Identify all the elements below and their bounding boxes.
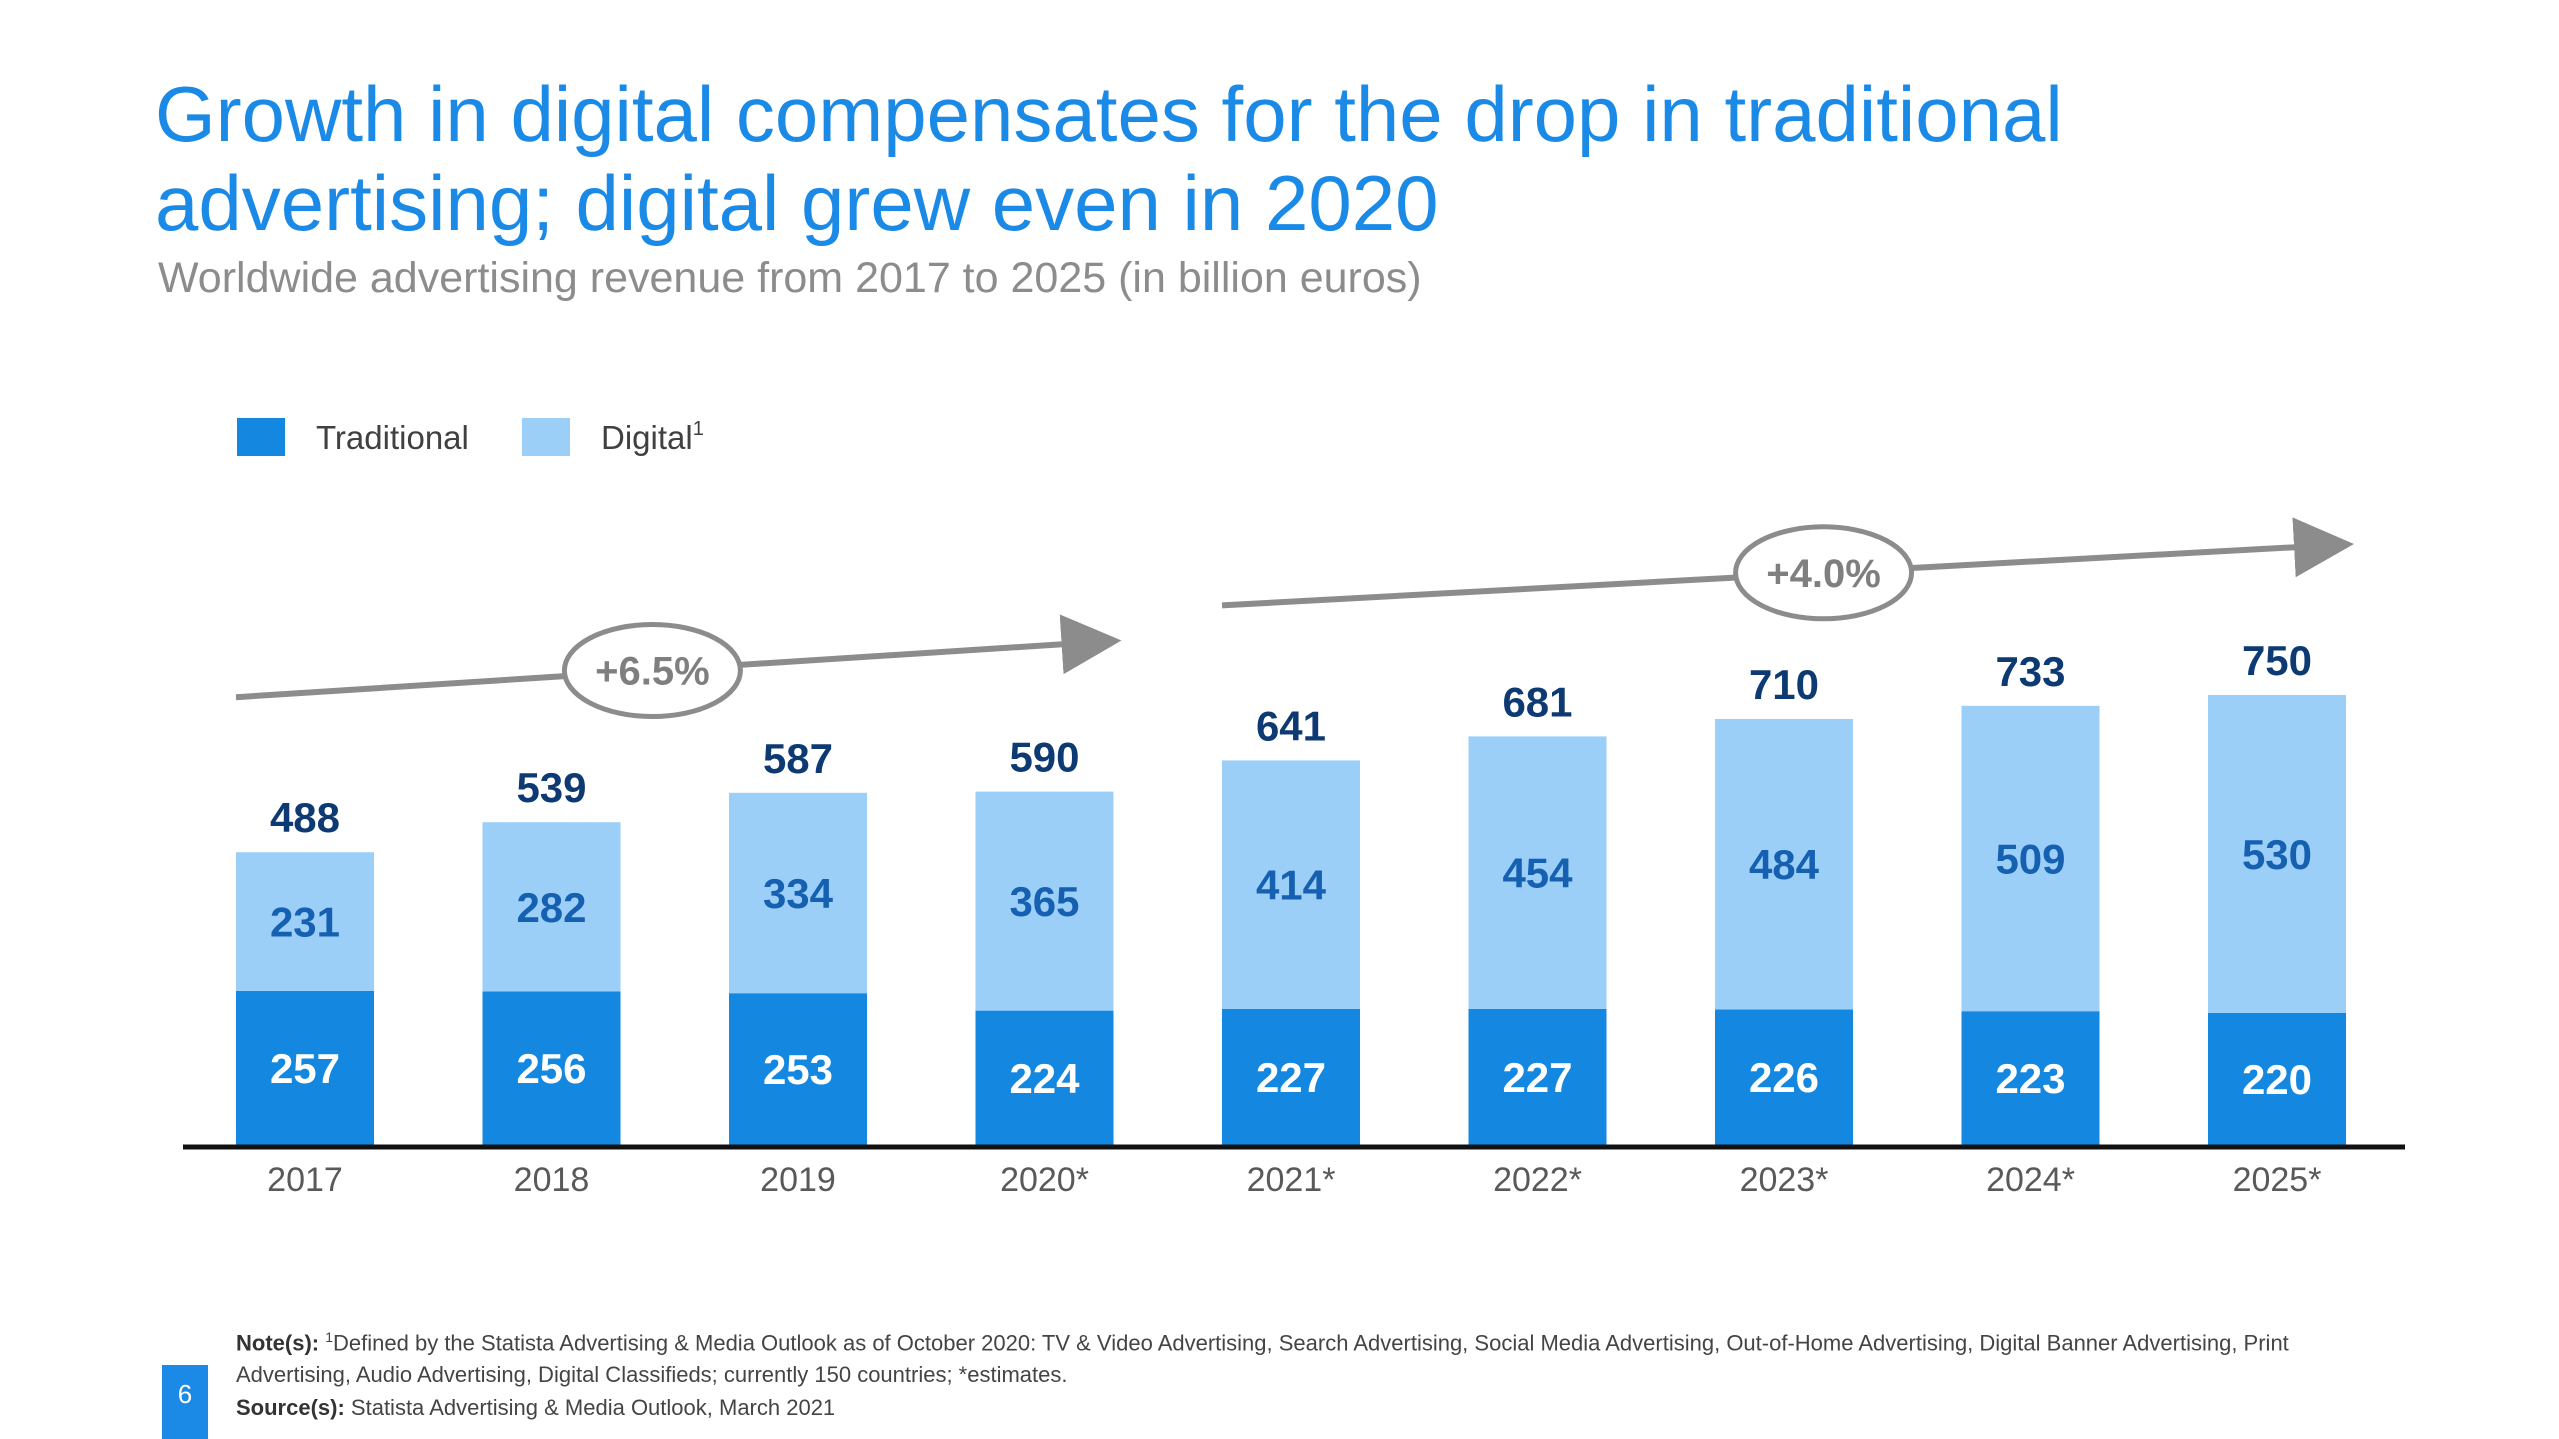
legend-label-digital: Digital1 [601, 418, 704, 456]
label-digital-0: 231 [270, 899, 340, 946]
label-total-4: 641 [1256, 702, 1326, 749]
x-tick-label-4: 2021* [1247, 1161, 1336, 1199]
x-tick-label-5: 2022* [1493, 1161, 1582, 1199]
label-total-7: 733 [1995, 648, 2065, 695]
x-tick-label-0: 2017 [267, 1161, 343, 1199]
page-subtitle: Worldwide advertising revenue from 2017 … [158, 254, 1422, 302]
x-tick-label-3: 2020* [1000, 1161, 1089, 1199]
label-total-0: 488 [270, 794, 340, 841]
label-total-5: 681 [1502, 678, 1572, 725]
label-traditional-4: 227 [1256, 1054, 1326, 1101]
label-total-2: 587 [763, 735, 833, 782]
label-digital-3: 365 [1009, 878, 1079, 925]
cagr-bubble-0 [561, 622, 743, 720]
bar-digital-5 [1468, 736, 1607, 1009]
notes-text: Defined by the Statista Advertising & Me… [236, 1330, 2289, 1388]
x-tick-label-7: 2024* [1986, 1161, 2075, 1199]
label-total-8: 750 [2242, 637, 2312, 684]
bar-digital-2 [729, 792, 867, 994]
label-digital-1: 282 [516, 884, 586, 931]
bar-traditional-0 [236, 990, 374, 1145]
x-tick-label-6: 2023* [1740, 1161, 1829, 1199]
bar-digital-4 [1222, 760, 1360, 1009]
bar-traditional-3 [975, 1010, 1114, 1145]
stacked-bar-chart: Traditional Digital1 257 231 488 2017 256 282 5… [183, 418, 2405, 1199]
notes-superscript: 1 [325, 1329, 334, 1345]
bar-digital-8 [2208, 695, 2346, 1013]
bar-traditional-2 [729, 993, 867, 1145]
label-total-3: 590 [1009, 734, 1079, 781]
label-traditional-8: 220 [2242, 1056, 2312, 1103]
label-digital-6: 484 [1749, 841, 1820, 888]
bar-traditional-6 [1715, 1009, 1853, 1145]
cagr-bubble-1 [1733, 524, 1915, 622]
label-digital-7: 509 [1995, 836, 2065, 883]
x-tick-label-2: 2019 [760, 1161, 836, 1199]
label-digital-5: 454 [1502, 850, 1573, 897]
cagr-label-0: +6.5% [595, 650, 710, 694]
label-traditional-2: 253 [763, 1046, 833, 1093]
label-digital-8: 530 [2242, 831, 2312, 878]
cagr-label-1: +4.0% [1766, 552, 1881, 596]
x-tick-label-8: 2025* [2233, 1161, 2322, 1199]
bar-digital-3 [975, 791, 1114, 1011]
label-traditional-3: 224 [1009, 1055, 1080, 1102]
bar-traditional-7 [1961, 1011, 2100, 1145]
bar-traditional-8 [2208, 1013, 2346, 1145]
label-digital-2: 334 [763, 870, 834, 917]
legend-superscript: 1 [693, 418, 704, 440]
bar-traditional-4 [1222, 1008, 1360, 1145]
label-traditional-1: 256 [516, 1045, 586, 1092]
label-traditional-7: 223 [1995, 1055, 2065, 1102]
legend-swatch-traditional [237, 418, 285, 456]
legend-swatch-digital [522, 418, 570, 456]
bar-traditional-1 [482, 991, 621, 1145]
bar-digital-6 [1715, 719, 1853, 1010]
label-total-6: 710 [1749, 661, 1819, 708]
notes-label: Note(s): [236, 1330, 320, 1356]
label-total-1: 539 [516, 764, 586, 811]
bar-digital-1 [482, 822, 621, 992]
label-digital-4: 414 [1256, 862, 1327, 909]
bar-digital-0 [236, 852, 374, 991]
footer-notes: Note(s): 1Defined by the Statista Advert… [236, 1321, 2376, 1391]
label-traditional-6: 226 [1749, 1054, 1819, 1101]
legend-label-traditional: Traditional [316, 419, 469, 456]
page-number: 6 [162, 1365, 208, 1439]
bar-traditional-5 [1468, 1008, 1607, 1145]
label-traditional-5: 227 [1502, 1054, 1572, 1101]
source-text: Statista Advertising & Media Outlook, Ma… [350, 1395, 836, 1420]
bar-digital-7 [1961, 705, 2100, 1012]
page-title: Growth in digital compensates for the dr… [155, 70, 2063, 247]
x-tick-label-1: 2018 [514, 1161, 590, 1199]
label-traditional-0: 257 [270, 1045, 340, 1092]
footer-source: Source(s): Statista Advertising & Media … [236, 1395, 835, 1421]
source-label: Source(s): [236, 1395, 345, 1420]
